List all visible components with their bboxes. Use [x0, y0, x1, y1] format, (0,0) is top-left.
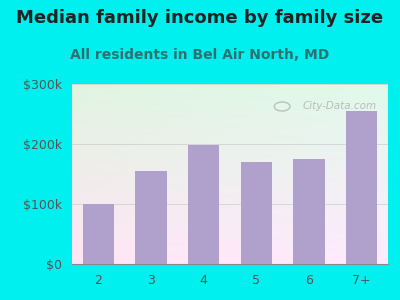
Bar	[346, 111, 378, 264]
Bar	[135, 171, 167, 264]
Bar	[82, 204, 114, 264]
Bar	[293, 159, 325, 264]
Bar	[240, 162, 272, 264]
Text: Median family income by family size: Median family income by family size	[16, 9, 384, 27]
Bar	[188, 145, 220, 264]
Text: City-Data.com: City-Data.com	[303, 100, 377, 111]
Text: All residents in Bel Air North, MD: All residents in Bel Air North, MD	[70, 48, 330, 62]
